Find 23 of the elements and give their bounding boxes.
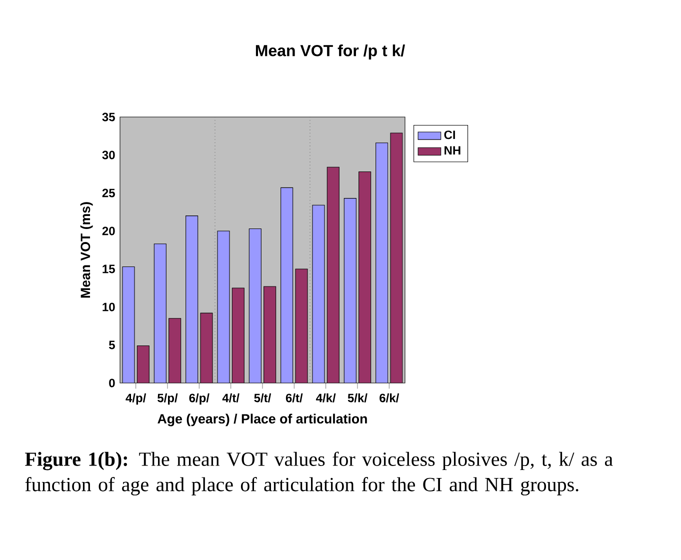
y-tick-label: 35 [102,112,115,122]
y-tick-label: 0 [109,378,115,388]
y-tick-label: 20 [102,226,115,236]
y-tick-label: 30 [102,150,115,160]
chart-title: Mean VOT for /p t k/ [256,44,405,60]
x-tick-label: 6/t/ [286,393,303,402]
x-tick-label: 5/p/ [158,393,178,405]
y-tick-label: 10 [102,302,115,312]
x-tick-label: 5/k/ [348,393,368,402]
x-tick-label: 4/t/ [222,393,240,402]
y-tick-label: 15 [102,264,115,274]
x-tick-label: 6/p/ [189,393,210,405]
y-tick-label: 5 [108,340,115,350]
y-tick-label: 25 [102,188,115,198]
legend-label: NH [444,146,460,155]
x-tick-label: 5/t/ [254,393,272,402]
y-axis-title: Mean VOT (ms) [80,202,93,298]
legend-label: CI [444,130,455,140]
x-tick-label: 4/p/ [126,393,146,405]
x-tick-label: 4/k/ [316,393,336,402]
x-tick-label: 6/k/ [380,393,400,402]
x-axis-title: Age (years) / Place of articulation [158,414,367,426]
text: Figure 1(b): The mean VOT values for voiceless plosives /p, t, k/ as a function of age and place of articulation for the CI and NH groups. [25,452,613,496]
